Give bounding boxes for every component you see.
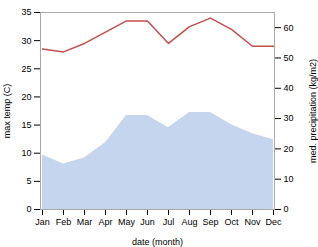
- svg-text:35: 35: [21, 7, 31, 17]
- svg-text:50: 50: [284, 53, 294, 63]
- svg-text:Mar: Mar: [77, 217, 93, 227]
- svg-text:Dec: Dec: [265, 217, 282, 227]
- svg-text:max temp (C): max temp (C): [2, 84, 12, 139]
- svg-text:Feb: Feb: [56, 217, 72, 227]
- svg-text:60: 60: [284, 23, 294, 33]
- svg-text:Jul: Jul: [163, 217, 175, 227]
- svg-text:Aug: Aug: [181, 217, 197, 227]
- svg-text:med. precipitation (kg/m2): med. precipitation (kg/m2): [308, 59, 318, 163]
- svg-text:Jan: Jan: [35, 217, 50, 227]
- svg-text:30: 30: [21, 36, 31, 46]
- svg-text:Apr: Apr: [98, 217, 112, 227]
- svg-text:5: 5: [26, 176, 31, 186]
- svg-text:0: 0: [26, 204, 31, 214]
- svg-text:20: 20: [21, 92, 31, 102]
- svg-text:0: 0: [284, 204, 289, 214]
- svg-text:Sep: Sep: [202, 217, 218, 227]
- svg-text:Nov: Nov: [244, 217, 261, 227]
- svg-text:Jun: Jun: [140, 217, 155, 227]
- svg-text:10: 10: [284, 174, 294, 184]
- svg-text:30: 30: [284, 113, 294, 123]
- svg-text:20: 20: [284, 144, 294, 154]
- svg-text:Oct: Oct: [224, 217, 239, 227]
- svg-text:40: 40: [284, 83, 294, 93]
- svg-text:May: May: [118, 217, 136, 227]
- svg-text:date (month): date (month): [132, 237, 183, 247]
- svg-text:10: 10: [21, 148, 31, 158]
- svg-text:25: 25: [21, 64, 31, 74]
- svg-text:15: 15: [21, 120, 31, 130]
